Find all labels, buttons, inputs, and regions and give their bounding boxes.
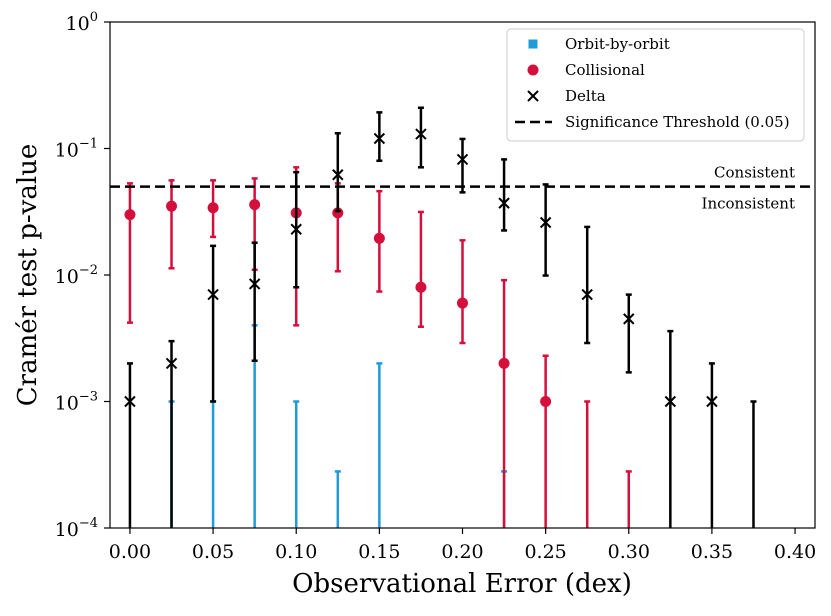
y-axis-label: Cramér test p-value (13, 144, 43, 407)
delta-point (456, 153, 469, 166)
delta-point (415, 128, 427, 140)
x-tick-label: 0.15 (358, 541, 400, 563)
delta-point (290, 223, 302, 235)
y-tick-label: 10−1 (55, 137, 98, 162)
legend-label-delta: Delta (565, 87, 606, 105)
delta-point (165, 357, 178, 370)
legend-marker-orbit-by-orbit (528, 39, 538, 49)
x-tick-label: 0.05 (192, 541, 234, 563)
delta-point (248, 278, 261, 290)
x-axis: 0.00 0.05 0.10 0.15 0.20 0.25 0.30 0.35 0.40 (109, 528, 816, 563)
collisional-point (373, 232, 385, 244)
legend-label-orbit-by-orbit: Orbit-by-orbit (565, 35, 670, 53)
collisional-point (249, 199, 261, 211)
y-tick-label: 10−3 (55, 390, 98, 415)
series-layer (124, 106, 757, 528)
collisional-point (124, 209, 136, 221)
x-tick-label: 0.20 (441, 541, 483, 563)
collisional-point (540, 396, 552, 407)
y-axis: 10−4 10−3 10−2 10−1 100 (55, 10, 110, 541)
delta-point (664, 395, 677, 408)
legend-box (506, 28, 805, 142)
collisional-point (457, 297, 468, 309)
x-tick-label: 0.40 (774, 541, 816, 563)
collisional-point (166, 200, 178, 212)
y-tick-label: 100 (66, 10, 98, 35)
x-tick-label: 0.00 (109, 541, 151, 563)
series-delta (124, 106, 757, 528)
delta-point (207, 288, 219, 301)
legend-label-collisional: Collisional (565, 61, 645, 79)
legend: Orbit-by-orbit Collisional Delta Significan… (506, 28, 805, 142)
delta-point (498, 197, 510, 209)
threshold-layer: Consistent Inconsistent (110, 164, 815, 213)
delta-point (124, 395, 136, 408)
x-axis-label: Observational Error (dex) (292, 569, 632, 599)
x-tick-label: 0.35 (691, 541, 733, 563)
legend-marker-delta (527, 90, 539, 102)
collisional-point (498, 357, 510, 369)
legend-label-significance-threshold-0-05-: Significance Threshold (0.05) (565, 113, 790, 131)
collisional-point (415, 281, 427, 293)
x-tick-label: 0.10 (275, 541, 317, 563)
consistent-annotation: Consistent (714, 164, 795, 182)
y-tick-label: 10−2 (55, 263, 98, 288)
delta-point (539, 216, 552, 229)
delta-point (623, 313, 635, 325)
inconsistent-annotation: Inconsistent (702, 195, 795, 213)
x-tick-label: 0.30 (608, 541, 650, 563)
legend-marker-collisional (527, 64, 539, 76)
collisional-point (207, 202, 219, 214)
x-tick-label: 0.25 (524, 541, 566, 563)
delta-point (373, 132, 386, 145)
delta-point (332, 169, 344, 181)
y-tick-label: 10−4 (55, 516, 98, 541)
delta-point (581, 288, 593, 301)
delta-point (706, 395, 718, 408)
